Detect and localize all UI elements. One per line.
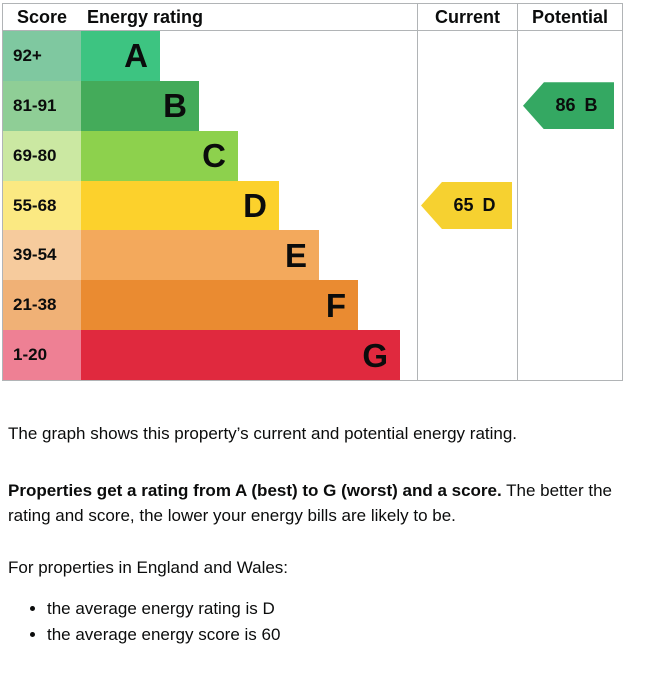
current-column-cell [417, 230, 517, 281]
band-score-range: 55-68 [3, 180, 81, 231]
band-score-range: 69-80 [3, 130, 81, 181]
band-bar-track: C [81, 130, 417, 181]
band-bar-track: G [81, 330, 417, 381]
band-score-range: 1-20 [3, 330, 81, 381]
current-column-cell [417, 330, 517, 381]
rating-explanation-bold: Properties get a rating from A (best) to… [8, 481, 502, 500]
epc-band-rows: 92+ A 81-91 B 86 B 69-80 C 55-68 D 65 D 39… [3, 31, 622, 381]
band-bar-track: D [81, 180, 417, 231]
epc-band-row: 92+ A [3, 31, 622, 81]
epc-band-row: 21-38 F [3, 280, 622, 331]
epc-band-row: 55-68 D 65 D [3, 180, 622, 231]
current-rating-arrow-band: D [482, 195, 496, 215]
average-rating-item: the average energy rating is D [47, 596, 636, 622]
band-bar: C [81, 130, 238, 181]
epc-band-row: 1-20 G [3, 330, 622, 381]
potential-column-cell [517, 180, 622, 231]
potential-column-cell [517, 230, 622, 281]
potential-column-cell [517, 130, 622, 181]
band-bar: D [81, 180, 279, 231]
header-score: Score [16, 6, 68, 27]
potential-column-cell: 86 B [517, 80, 622, 131]
rating-explanation-rest: The better the rating and score, the low… [8, 481, 612, 525]
band-score-range: 92+ [3, 31, 81, 81]
potential-rating-arrow: 86 B [523, 82, 614, 130]
averages-list: the average energy rating is D the avera… [8, 596, 636, 648]
potential-column-cell [517, 31, 622, 81]
header-current: Current [417, 4, 517, 30]
potential-rating-arrow-band: B [584, 95, 598, 116]
band-bar-track: B [81, 80, 417, 131]
current-rating-arrow-score: 65 [453, 195, 474, 215]
band-bar: B [81, 80, 199, 131]
band-bar: E [81, 230, 319, 281]
band-score-range: 81-91 [3, 80, 81, 131]
band-bar-track: E [81, 230, 417, 281]
current-column-cell [417, 80, 517, 131]
current-column-cell: 65 D [417, 180, 517, 231]
epc-band-row: 39-54 E [3, 230, 622, 281]
band-bar: F [81, 280, 358, 331]
epc-description: The graph shows this property’s current … [8, 408, 636, 648]
band-score-range: 21-38 [3, 280, 81, 331]
intro-paragraph: The graph shows this property’s current … [8, 424, 518, 443]
epc-band-row: 69-80 C [3, 130, 622, 181]
band-bar: A [81, 31, 160, 81]
epc-band-row: 81-91 B 86 B [3, 80, 622, 131]
current-column-cell [417, 280, 517, 331]
potential-column-cell [517, 280, 622, 331]
epc-table-header: Score Energy rating Current Potential [3, 4, 622, 31]
band-score-range: 39-54 [3, 230, 81, 281]
header-potential: Potential [517, 4, 622, 30]
current-column-cell [417, 130, 517, 181]
current-column-cell [417, 31, 517, 81]
band-bar: G [81, 330, 400, 381]
potential-rating-arrow-score: 86 [555, 95, 576, 116]
band-bar-track: F [81, 280, 417, 331]
band-bar-track: A [81, 31, 417, 81]
epc-rating-table: Score Energy rating Current Potential 92… [2, 3, 623, 381]
header-energy-rating: Energy rating [87, 6, 204, 27]
rating-explanation-paragraph: Properties get a rating from A (best) to… [8, 478, 636, 528]
average-score-item: the average energy score is 60 [47, 622, 636, 648]
current-rating-arrow: 65 D [421, 182, 512, 229]
regions-heading: For properties in England and Wales: [8, 558, 289, 577]
potential-column-cell [517, 330, 622, 381]
